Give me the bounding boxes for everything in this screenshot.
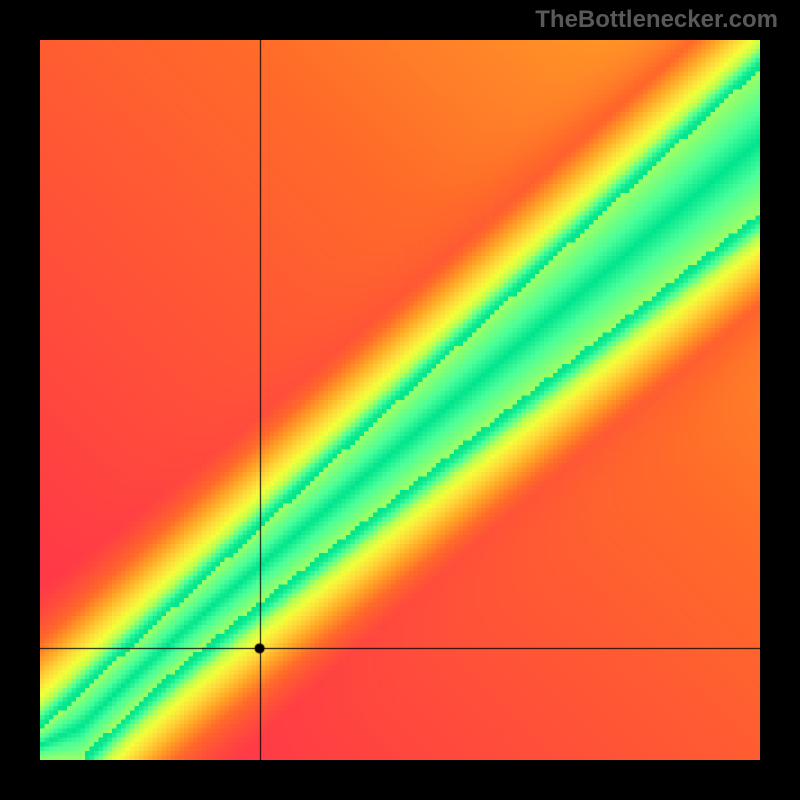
- watermark-text: TheBottlenecker.com: [535, 6, 778, 34]
- chart-container: { "watermark": { "text": "TheBottlenecke…: [0, 0, 800, 800]
- heatmap-canvas: [40, 40, 760, 760]
